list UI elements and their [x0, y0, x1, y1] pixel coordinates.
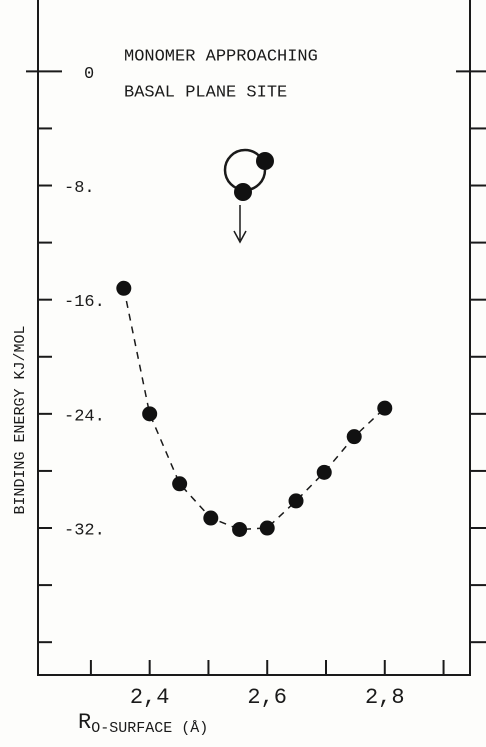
x-label-subscript: O-SURFACE (Å): [91, 720, 208, 737]
data-point: [346, 429, 362, 445]
x-tick-label: 2,4: [130, 685, 170, 710]
dashed-curve: [123, 288, 386, 531]
y-axis-label: BINDING ENERGY KJ/MOL: [12, 325, 29, 514]
data-point: [116, 280, 132, 296]
y-tick-label: -16.: [64, 293, 105, 312]
x-label-main: R: [78, 710, 91, 735]
data-point: [232, 521, 248, 537]
data-point: [142, 406, 158, 422]
y-tick-label: -8.: [64, 179, 95, 198]
data-point: [288, 493, 304, 509]
data-point: [316, 464, 332, 480]
arrow-head: [233, 230, 247, 244]
annotation: MONOMER APPROACHING: [124, 47, 318, 66]
x-axis-label: RO-SURFACE (Å): [78, 710, 208, 737]
annotation: BASAL PLANE SITE: [124, 83, 287, 102]
data-point: [259, 520, 275, 536]
molecule-icon: [223, 148, 274, 244]
data-point: [377, 400, 393, 416]
data-point: [203, 510, 219, 526]
hydrogen-atom: [234, 183, 252, 201]
x-tick-label: 2,6: [247, 685, 287, 710]
y-tick-label: 0: [84, 65, 94, 84]
data-point: [172, 476, 188, 492]
y-tick-label: -32.: [64, 521, 105, 540]
hydrogen-atom: [256, 152, 274, 170]
y-tick-label: -24.: [64, 407, 105, 426]
x-tick-label: 2,8: [365, 685, 405, 710]
